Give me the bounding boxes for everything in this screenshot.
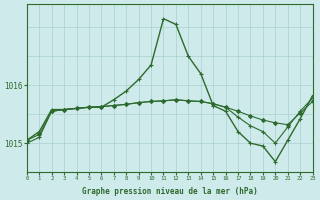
X-axis label: Graphe pression niveau de la mer (hPa): Graphe pression niveau de la mer (hPa) [82,187,258,196]
